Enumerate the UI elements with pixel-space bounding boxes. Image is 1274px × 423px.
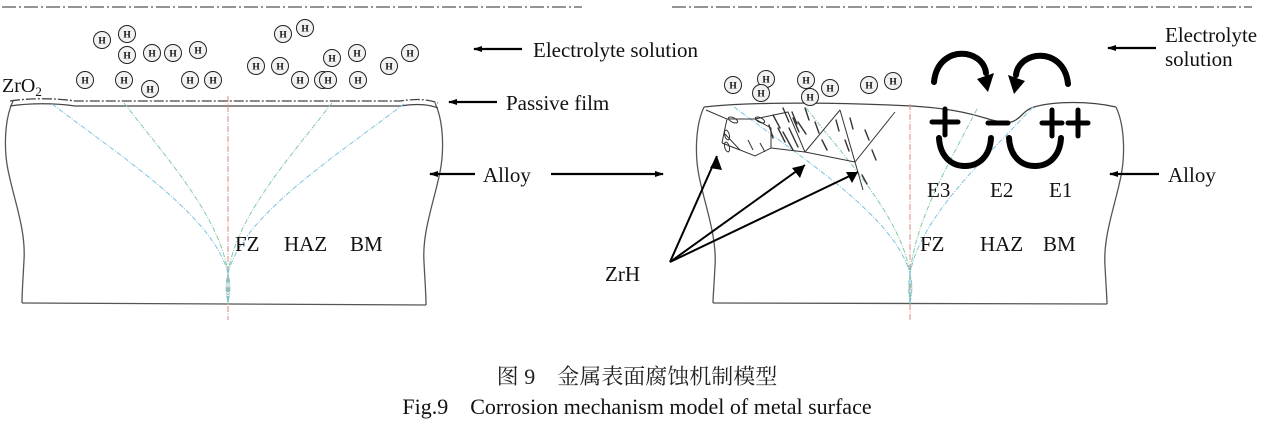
svg-text:Electrolyte: Electrolyte — [1165, 23, 1257, 47]
svg-text:ZrO2: ZrO2 — [2, 75, 42, 99]
svg-text:Passive film: Passive film — [506, 91, 609, 115]
svg-text:E1: E1 — [1049, 178, 1072, 202]
svg-text:Electrolyte solution: Electrolyte solution — [533, 38, 699, 62]
svg-text:HAZ: HAZ — [980, 232, 1023, 256]
svg-text:Alloy: Alloy — [483, 163, 531, 187]
svg-text:E3: E3 — [927, 178, 950, 202]
svg-text:FZ: FZ — [920, 232, 945, 256]
svg-text:HAZ: HAZ — [284, 232, 327, 256]
svg-text:Alloy: Alloy — [1168, 163, 1216, 187]
svg-text:图 9 金属表面腐蚀机制模型: 图 9 金属表面腐蚀机制模型 — [497, 364, 778, 389]
svg-text:BM: BM — [1043, 232, 1076, 256]
svg-text:ZrH: ZrH — [605, 262, 640, 286]
svg-text:BM: BM — [350, 232, 383, 256]
svg-text:solution: solution — [1165, 47, 1233, 71]
svg-text:Fig.9 Corrosion mechanism mode: Fig.9 Corrosion mechanism model of metal… — [402, 394, 871, 419]
svg-text:E2: E2 — [990, 178, 1013, 202]
svg-text:FZ: FZ — [235, 232, 260, 256]
